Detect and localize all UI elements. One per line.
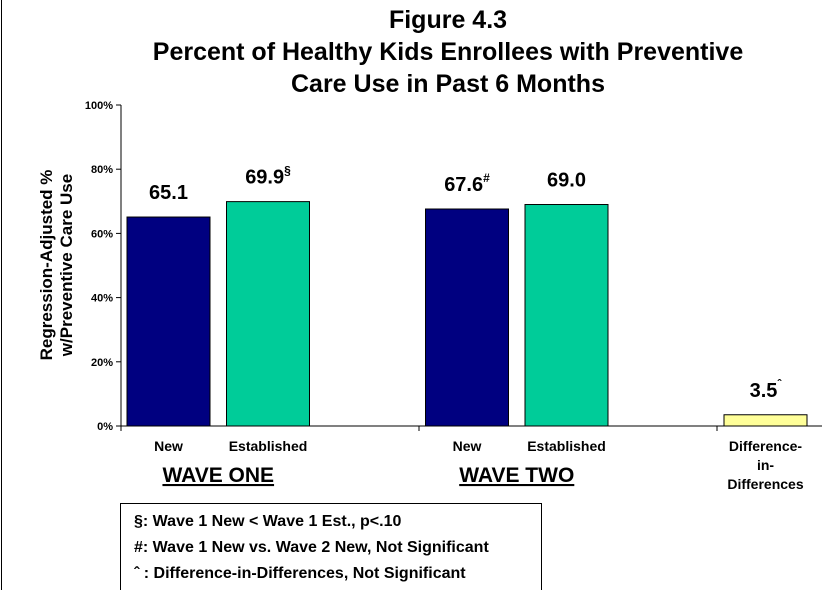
value-label-text: 67.6 [444,174,483,196]
value-label: 69.0 [547,170,586,192]
y-tick-label: 40% [91,293,113,305]
value-label-text: 69.9 [245,167,284,189]
y-tick-label: 100% [85,100,113,112]
x-tick-label: New [154,438,183,454]
bar [226,201,310,427]
value-label: 67.6# [444,171,490,196]
value-label: 3.5ˆ [750,377,783,402]
footnote: #: Wave 1 New vs. Wave 2 New, Not Signif… [134,539,489,556]
x-tick-label: in- [757,457,774,473]
group-label: WAVE ONE [162,464,274,487]
bar [126,216,211,427]
chart-title: Care Use in Past 6 Months [291,70,605,98]
footnote: ˆ : Difference-in-Differences, Not Signi… [134,565,466,582]
value-label-text: 65.1 [149,182,188,204]
x-tick-label: New [453,438,482,454]
value-label-superscript: ˆ [777,377,782,391]
y-tick-label: 0% [97,421,113,433]
chart-title: Percent of Healthy Kids Enrollees with P… [153,38,744,66]
bar [723,414,808,427]
bar [425,208,509,427]
value-label: 65.1 [149,182,188,204]
x-tick-label: Differences [727,476,803,492]
y-tick-label: 20% [91,357,113,369]
value-label: 69.9§ [245,164,291,189]
value-label-text: 3.5 [750,380,778,402]
bar [524,204,609,427]
footnote: §: Wave 1 New < Wave 1 Est., p<.10 [134,513,401,530]
value-label-superscript: # [483,171,490,185]
value-label-text: 69.0 [547,170,586,192]
notes-box [120,503,542,590]
x-tick-label: Difference- [729,438,802,454]
value-label-superscript: § [284,164,291,178]
group-label: WAVE TWO [459,464,574,487]
y-axis-label: Regression-Adjusted % [37,170,56,361]
y-tick-label: 80% [91,164,113,176]
y-tick-label: 60% [91,228,113,240]
y-axis-label: w/Preventive Care Use [57,174,76,357]
x-tick-label: Established [229,438,308,454]
x-tick-label: Established [527,438,606,454]
chart-title: Figure 4.3 [389,6,507,34]
